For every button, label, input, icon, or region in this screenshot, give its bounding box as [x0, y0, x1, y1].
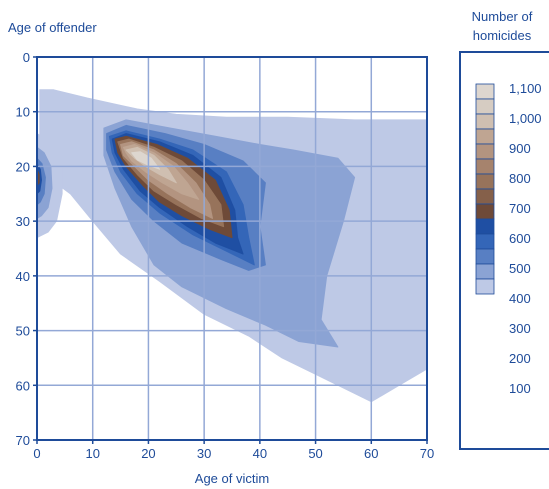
y-axis-title: Age of offender — [8, 20, 97, 35]
legend-swatch — [475, 278, 495, 295]
legend-label: 600 — [509, 231, 531, 246]
x-tick-label: 10 — [85, 446, 99, 461]
legend-swatch — [475, 113, 495, 130]
legend-swatch — [475, 248, 495, 265]
legend-swatch — [475, 173, 495, 190]
legend-label: 100 — [509, 381, 531, 396]
x-tick-label: 60 — [364, 446, 378, 461]
legend-label: 200 — [509, 351, 531, 366]
x-tick-label: 50 — [308, 446, 322, 461]
y-tick-label: 60 — [16, 378, 30, 393]
legend-swatch — [475, 128, 495, 145]
legend-swatch — [475, 98, 495, 115]
y-tick-label: 40 — [16, 269, 30, 284]
y-tick-label: 20 — [16, 159, 30, 174]
legend-label: 1,100 — [509, 81, 542, 96]
x-tick-label: 30 — [197, 446, 211, 461]
legend-swatch — [475, 188, 495, 205]
x-axis-ticks: 0 10 20 30 40 50 60 70 — [33, 440, 434, 461]
y-tick-label: 10 — [16, 105, 30, 120]
legend-box — [459, 51, 549, 450]
legend-labels: 1,100 1,000 900 800 700 600 500 400 300 200 100 — [509, 81, 542, 396]
plot-border — [36, 56, 428, 441]
x-tick-label: 70 — [420, 446, 434, 461]
contour-layer — [36, 89, 428, 403]
contour-band-1000 — [131, 151, 161, 170]
legend-swatch — [475, 158, 495, 175]
legend-swatch — [475, 218, 495, 235]
y-tick-label: 0 — [23, 50, 30, 65]
grid-lines — [37, 57, 427, 440]
legend-swatch — [475, 233, 495, 250]
legend-label: 900 — [509, 141, 531, 156]
legend-label: 500 — [509, 261, 531, 276]
y-tick-label: 30 — [16, 214, 30, 229]
legend-title-line2: homicides — [473, 28, 532, 43]
plot-frame — [36, 56, 428, 441]
x-axis-title: Age of victim — [195, 471, 269, 486]
legend-swatch — [475, 203, 495, 220]
x-tick-label: 0 — [33, 446, 40, 461]
legend-swatches — [475, 83, 495, 295]
legend-swatch — [475, 143, 495, 160]
x-tick-label: 40 — [253, 446, 267, 461]
y-tick-label: 70 — [16, 433, 30, 448]
y-tick-label: 50 — [16, 324, 30, 339]
zero-region — [37, 341, 115, 440]
legend-label: 1,000 — [509, 111, 542, 126]
legend-swatch — [475, 83, 495, 100]
legend-label: 400 — [509, 291, 531, 306]
legend-label: 300 — [509, 321, 531, 336]
legend-label: 800 — [509, 171, 531, 186]
x-tick-label: 20 — [141, 446, 155, 461]
y-axis-ticks: 0 10 20 30 40 50 60 70 — [16, 50, 37, 448]
legend-swatch — [475, 263, 495, 280]
legend-title-line1: Number of — [472, 9, 533, 24]
legend-label: 700 — [509, 201, 531, 216]
